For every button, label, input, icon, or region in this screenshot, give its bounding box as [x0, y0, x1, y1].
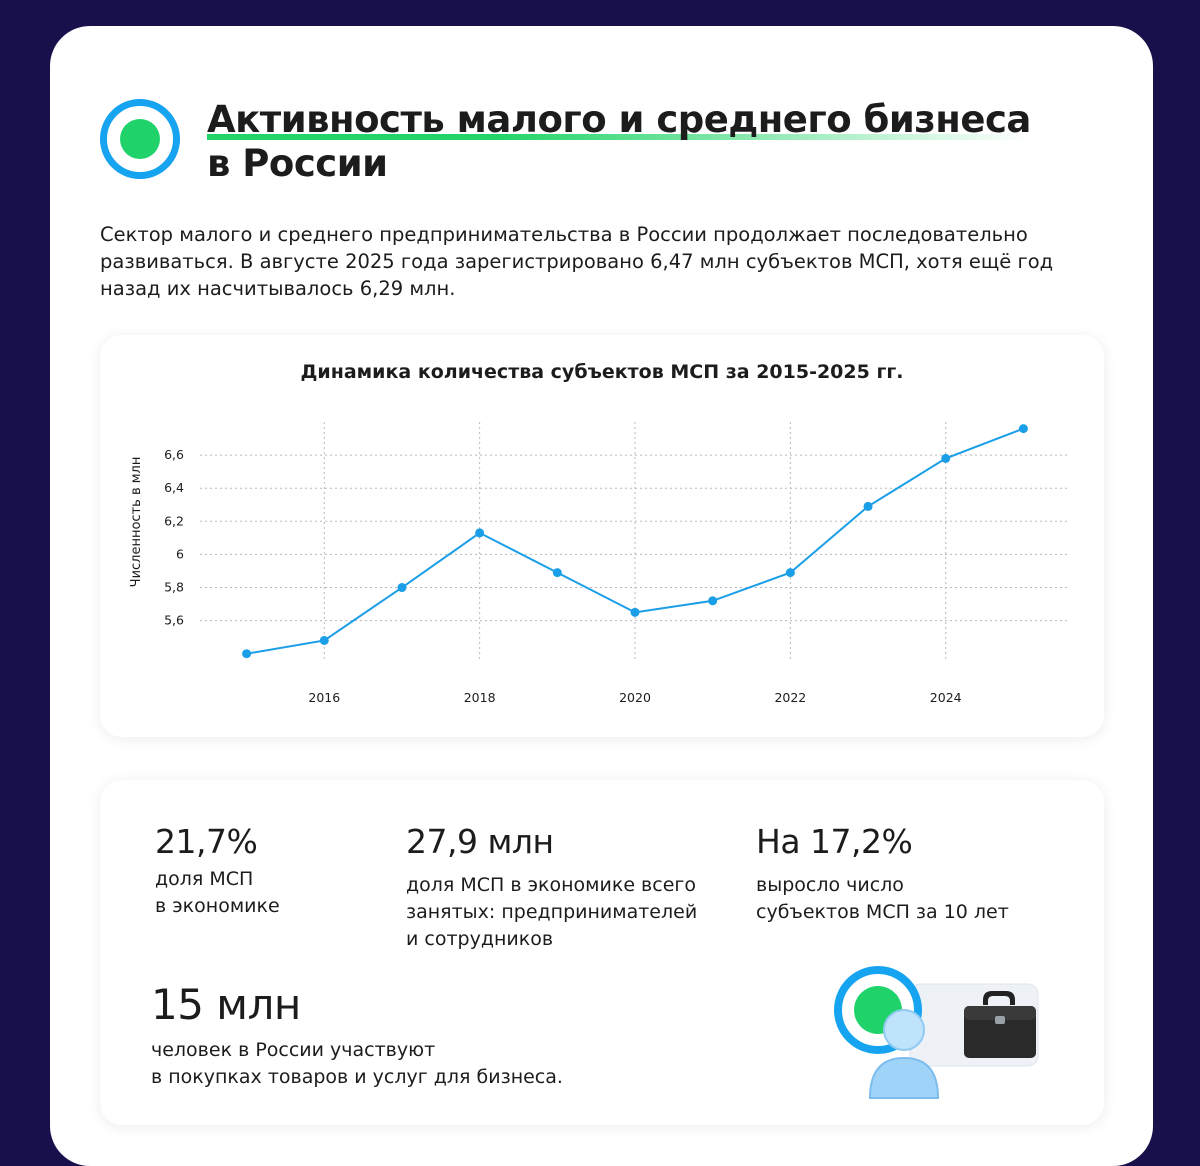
stat-desc: доля МСП в экономике всего занятых: пред…	[406, 872, 697, 953]
y-tick-label: 6,6	[164, 447, 184, 462]
title-line-2: в России	[207, 142, 388, 185]
data-point	[397, 583, 407, 593]
x-tick-label: 2018	[464, 690, 496, 705]
intro-paragraph: Сектор малого и среднего предприниматель…	[100, 221, 1100, 302]
intro-line-2: развиваться. В августе 2025 года зарегис…	[100, 250, 1054, 273]
briefcase-icon	[964, 991, 1036, 1058]
data-point	[1018, 424, 1028, 434]
data-point	[863, 501, 873, 511]
stat-desc: выросло число субъектов МСП за 10 лет	[756, 872, 1009, 926]
stat-desc-line: человек в России участвуют	[151, 1039, 436, 1061]
data-point	[552, 568, 562, 578]
data-point	[242, 649, 252, 659]
line-chart: 5,6 5,8 6 6,2 6,4 6,6 2016 2018 2020 2022 2024 Чис…	[129, 422, 1070, 705]
y-axis-label: Численность в млн	[129, 457, 144, 588]
x-tick-label: 2016	[308, 690, 340, 705]
y-tick-label: 6,2	[164, 513, 184, 528]
stat-employment: 27,9 млн доля МСП в экономике всего заня…	[406, 822, 697, 953]
ring-dot-icon	[100, 99, 180, 179]
stat-desc-line: и сотрудников	[406, 928, 554, 950]
stat-desc: доля МСП в экономике	[155, 866, 280, 920]
stats-panel	[100, 780, 1104, 1125]
y-tick-label: 6	[176, 546, 184, 561]
stat-desc-line: в покупках товаров и услуг для бизнеса.	[151, 1066, 563, 1088]
stat-desc-line: в экономике	[155, 895, 280, 917]
stat-desc: человек в России участвуют в покупках то…	[151, 1037, 563, 1091]
x-tick-label: 2022	[774, 690, 806, 705]
stat-value: На 17,2%	[756, 822, 925, 861]
stat-msp-share: 21,7% доля МСП в экономике	[155, 822, 280, 920]
person-icon	[868, 1009, 940, 1099]
stat-value: 27,9 млн	[406, 822, 566, 861]
logo-dot	[120, 119, 160, 159]
chart-title: Динамика количества субъектов МСП за 201…	[300, 361, 904, 383]
chart-panel	[100, 335, 1104, 737]
intro-line-3: назад их насчитывалось 6,29 млн.	[100, 277, 456, 300]
page-title: Активность малого и среднего бизнеса в Р…	[207, 98, 1031, 186]
intro-line-1: Сектор малого и среднего предприниматель…	[100, 223, 1028, 246]
y-tick-label: 5,6	[164, 613, 184, 628]
data-point	[630, 607, 640, 617]
x-tick-label: 2020	[619, 690, 651, 705]
stat-value: 21,7%	[155, 822, 270, 861]
stat-growth: На 17,2% выросло число субъектов МСП за …	[756, 822, 1009, 926]
y-tick-label: 5,8	[164, 580, 184, 595]
stat-desc-line: занятых: предпринимателей	[406, 901, 698, 923]
data-point	[708, 596, 718, 606]
x-tick-label: 2024	[930, 690, 962, 705]
stat-desc-line: доля МСП	[155, 868, 254, 890]
data-point	[319, 635, 329, 645]
data-point	[941, 453, 951, 463]
business-illustration	[834, 966, 1039, 1099]
stat-desc-line: субъектов МСП за 10 лет	[756, 901, 1009, 923]
stat-participants: 15 млн человек в России участвуют в поку…	[151, 981, 563, 1091]
data-point	[475, 528, 485, 538]
stat-value: 15 млн	[151, 980, 313, 1029]
stat-desc-line: доля МСП в экономике всего	[406, 874, 697, 896]
stat-desc-line: выросло число	[756, 874, 904, 896]
title-line-1: Активность малого и среднего бизнеса	[207, 98, 1031, 141]
y-tick-label: 6,4	[164, 480, 184, 495]
data-point	[785, 568, 795, 578]
